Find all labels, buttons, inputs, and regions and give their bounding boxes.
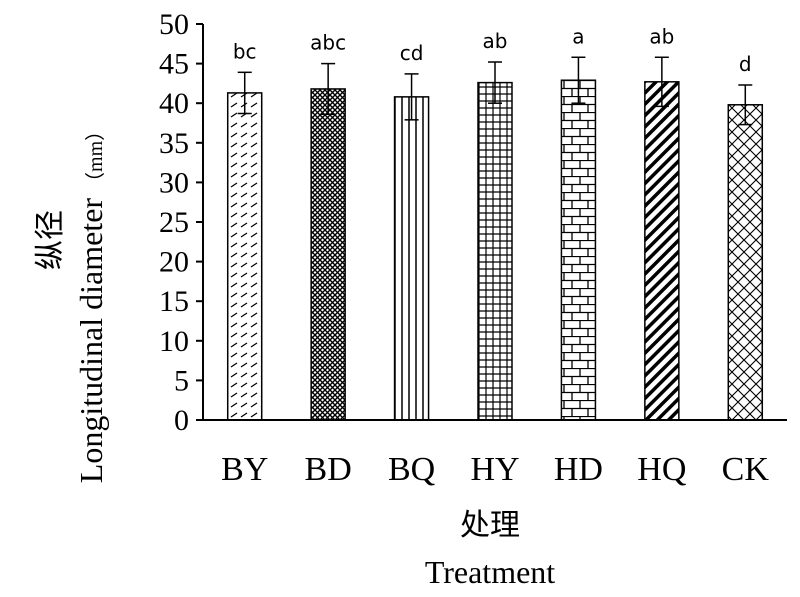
significance-label-hq: ab (649, 24, 674, 48)
y-tick-label: 40 (159, 87, 189, 120)
bar-bq (393, 96, 430, 421)
x-axis-title-cn: 处理 (460, 508, 520, 543)
bar-by (226, 92, 263, 421)
y-tick-label: 35 (159, 127, 189, 160)
significance-label-hy: ab (483, 29, 508, 53)
y-axis-ticks: 0 5 10 15 20 25 30 35 40 45 50 (159, 8, 203, 437)
y-tick-label: 15 (159, 285, 189, 318)
bar-hq (644, 81, 680, 421)
x-tick-label-bq: BQ (388, 451, 435, 488)
significance-label-bq: cd (400, 41, 424, 65)
y-tick-label: 20 (159, 246, 189, 279)
bar-hd (560, 79, 597, 421)
y-tick-label: 10 (159, 325, 189, 358)
y-tick-label: 5 (174, 364, 189, 397)
error-bars (237, 56, 753, 126)
bar-hy (477, 81, 513, 421)
significance-label-hd: a (572, 24, 584, 48)
y-axis-title: Longitudinal diameter （mm） (73, 121, 109, 483)
significance-label-bd: abc (310, 31, 346, 55)
x-axis-tick-labels: BY BD BQ HY HD HQ CK (221, 451, 769, 488)
y-tick-label: 30 (159, 166, 189, 199)
significance-labels: bc abc cd ab a ab d (233, 24, 752, 76)
y-tick-label: 50 (159, 8, 189, 41)
significance-label-ck: d (739, 52, 752, 76)
y-axis-title-cn: 纵径 (33, 210, 68, 270)
x-tick-label-ck: CK (722, 451, 770, 488)
x-tick-label-hy: HY (470, 451, 519, 488)
y-tick-label: 0 (174, 404, 189, 437)
x-tick-label-hq: HQ (637, 451, 686, 488)
bars (226, 79, 764, 421)
bar-bd (310, 88, 346, 421)
y-axis-unit: （mm） (84, 121, 107, 192)
x-tick-label-by: BY (221, 451, 268, 488)
y-axis-title-en: Longitudinal diameter (73, 198, 109, 484)
x-tick-label-hd: HD (554, 451, 603, 488)
bar-ck (727, 104, 764, 421)
significance-label-by: bc (233, 39, 257, 63)
y-tick-label: 25 (159, 206, 189, 239)
x-axis-title-en: Treatment (425, 554, 555, 590)
x-tick-label-bd: BD (305, 451, 352, 488)
y-tick-label: 45 (159, 48, 189, 81)
